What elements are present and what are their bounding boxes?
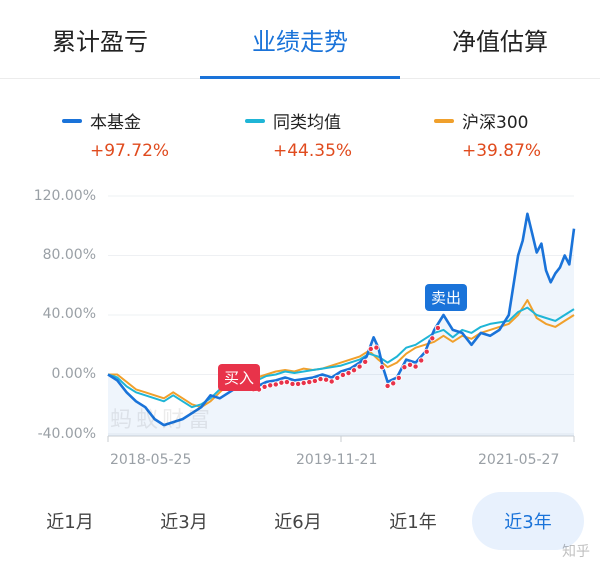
x-tick-label: 2018-05-25 — [110, 452, 192, 468]
holding-dot — [306, 379, 313, 386]
fund-area-fill — [108, 213, 574, 436]
holding-dot — [384, 382, 391, 389]
holding-dot — [395, 374, 402, 381]
holding-dot — [373, 344, 380, 351]
period-selector: 近1月 近3月 近6月 近1年 近3年 — [0, 492, 600, 550]
legend-swatch — [62, 118, 82, 123]
holding-dot — [278, 379, 285, 386]
legend-return: +97.72% — [90, 141, 170, 161]
holding-dot — [261, 383, 268, 390]
y-tick-label: 40.00% — [42, 306, 96, 322]
holding-dot — [295, 380, 302, 387]
y-tick-label: -40.00% — [37, 426, 96, 442]
holding-dot — [378, 364, 385, 371]
holding-dot — [406, 361, 413, 368]
holding-dot — [328, 378, 335, 385]
legend-item-fund: 本基金 +97.72% — [62, 108, 169, 161]
holding-dot — [412, 363, 419, 370]
holding-dot — [367, 345, 374, 352]
holding-dot — [289, 380, 296, 387]
x-tick-label: 2019-11-21 — [296, 452, 378, 468]
holding-dot — [362, 358, 369, 365]
legend-item-peer-average: 同类均值 +44.35% — [245, 108, 352, 161]
holding-dot — [429, 335, 436, 342]
series-line-0 — [107, 212, 576, 427]
holding-dot — [267, 382, 274, 389]
holding-dot — [434, 324, 441, 331]
holding-dot — [300, 379, 307, 386]
buy-marker[interactable]: 买入 — [218, 364, 261, 391]
tab-nav-estimate[interactable]: 净值估算 — [452, 27, 548, 56]
period-3m-button[interactable]: 近3月 — [160, 512, 208, 533]
legend-label: 沪深300 — [462, 113, 529, 133]
tab-cumulative-pnl[interactable]: 累计盈亏 — [52, 27, 148, 56]
holding-dot — [390, 380, 397, 387]
holding-dot — [350, 367, 357, 374]
holding-dot — [283, 379, 290, 386]
period-6m-button[interactable]: 近6月 — [274, 512, 322, 533]
legend-return: +44.35% — [273, 141, 353, 161]
tab-performance-trend[interactable]: 业绩走势 — [200, 0, 400, 79]
ant-fortune-watermark: 蚂蚁财富 — [110, 408, 215, 433]
legend-return: +39.87% — [462, 141, 542, 161]
holding-dot — [356, 363, 363, 370]
zhihu-watermark: 知乎 — [562, 544, 590, 560]
period-1m-button[interactable]: 近1月 — [46, 512, 94, 533]
holding-dot — [317, 376, 324, 383]
y-tick-label: 0.00% — [51, 366, 96, 382]
tab-bar: 累计盈亏 业绩走势 净值估算 — [0, 0, 600, 79]
chart-legend: 本基金 +97.72% 同类均值 +44.35% 沪深300 +39.87% — [0, 108, 600, 168]
x-tick-label: 2021-05-27 — [478, 452, 560, 468]
holding-dot — [423, 348, 430, 355]
y-tick-label: 80.00% — [42, 247, 96, 263]
holding-dot — [418, 357, 425, 364]
series-line-1 — [107, 306, 575, 409]
legend-swatch — [434, 118, 454, 123]
legend-label: 本基金 — [90, 113, 141, 133]
holding-dot — [272, 381, 279, 388]
holding-dot — [339, 371, 346, 378]
sell-marker[interactable]: 卖出 — [425, 284, 468, 311]
holding-dot — [323, 376, 330, 383]
holding-dot — [311, 377, 318, 384]
performance-chart: 120.00% 80.00% 40.00% 0.00% -40.00% 2018… — [0, 180, 600, 480]
legend-swatch — [245, 118, 265, 123]
period-1y-button[interactable]: 近1年 — [389, 512, 437, 533]
legend-item-csi300: 沪深300 +39.87% — [434, 108, 541, 161]
legend-label: 同类均值 — [273, 113, 341, 133]
holding-dot — [401, 364, 408, 371]
holding-dot — [345, 370, 352, 377]
y-tick-label: 120.00% — [33, 188, 96, 204]
period-3y-button[interactable]: 近3年 — [472, 492, 584, 550]
holding-dot — [334, 374, 341, 381]
series-line-2 — [108, 299, 575, 409]
